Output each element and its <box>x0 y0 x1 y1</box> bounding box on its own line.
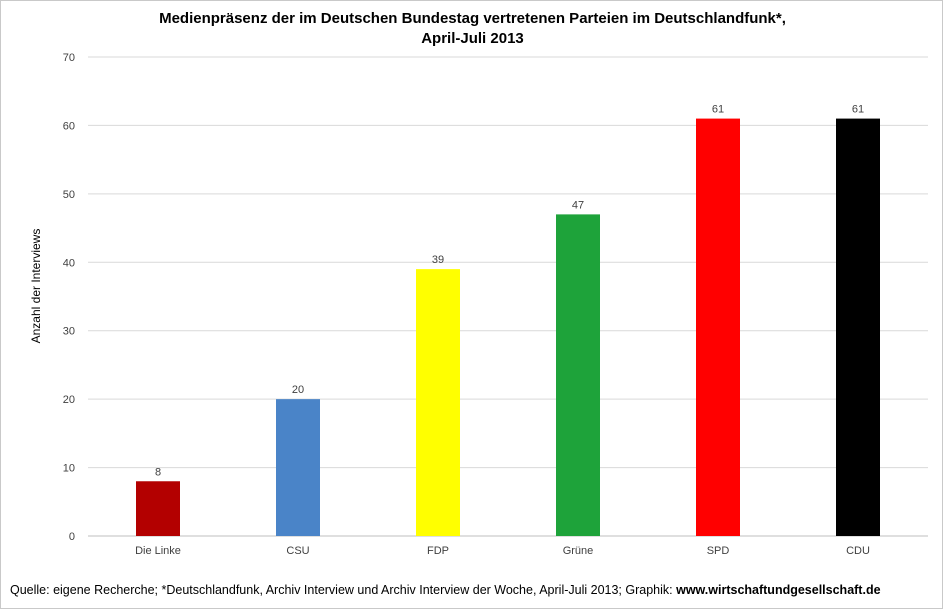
y-tick-60: 60 <box>63 120 75 132</box>
y-tick-10: 10 <box>63 463 75 475</box>
x-tick-3: Grüne <box>563 545 594 557</box>
gridlines <box>88 56 928 537</box>
data-labels: 8 20 39 47 61 61 <box>155 104 864 479</box>
x-tick-5: CDU <box>846 545 870 557</box>
y-tick-0: 0 <box>69 531 75 543</box>
x-tick-1: CSU <box>286 545 309 557</box>
data-label-0: 8 <box>155 466 161 478</box>
y-tick-50: 50 <box>63 189 75 201</box>
chart-title-line1: Medienpräsenz der im Deutschen Bundestag… <box>159 10 786 27</box>
y-tick-40: 40 <box>63 257 75 269</box>
bar-csu <box>276 399 320 536</box>
data-label-3: 47 <box>572 199 584 211</box>
bars <box>136 118 880 536</box>
x-tick-0: Die Linke <box>135 545 181 557</box>
source-link[interactable]: www.wirtschaftundgesellschaft.de <box>676 583 881 597</box>
bar-spd <box>696 118 740 536</box>
bar-cdu <box>836 118 880 536</box>
y-tick-labels: 0 10 20 30 40 50 60 70 <box>63 52 75 543</box>
source-text: Quelle: eigene Recherche; *Deutschlandfu… <box>10 583 677 597</box>
bar-die-linke <box>136 481 180 536</box>
y-tick-20: 20 <box>63 394 75 406</box>
chart-title: Medienpräsenz der im Deutschen Bundestag… <box>0 9 945 49</box>
data-label-5: 61 <box>852 104 864 116</box>
x-tick-2: FDP <box>427 545 449 557</box>
data-label-4: 61 <box>712 104 724 116</box>
source-footer: Quelle: eigene Recherche; *Deutschlandfu… <box>10 583 881 597</box>
x-tick-4: SPD <box>707 545 730 557</box>
x-tick-labels: Die Linke CSU FDP Grüne SPD CDU <box>135 545 870 557</box>
bar-fdp <box>416 269 460 536</box>
y-tick-30: 30 <box>63 326 75 338</box>
data-label-2: 39 <box>432 254 444 266</box>
data-label-1: 20 <box>292 384 304 396</box>
chart-title-line2: April-Juli 2013 <box>421 30 524 47</box>
y-tick-70: 70 <box>63 52 75 64</box>
bar-grüne <box>556 214 600 536</box>
